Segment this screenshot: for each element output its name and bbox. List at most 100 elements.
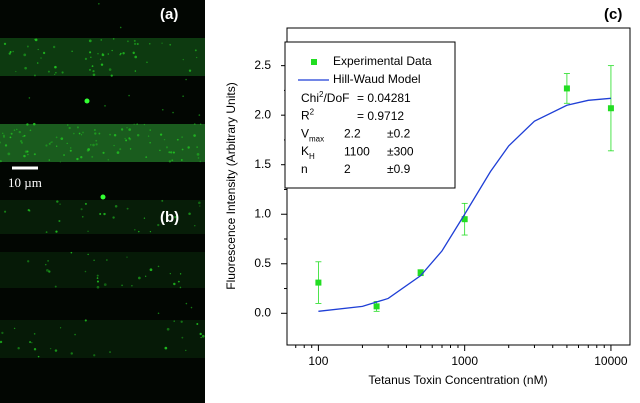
speckle: [198, 201, 201, 205]
speckle: [126, 256, 128, 258]
stat-error: ±0.2: [387, 127, 411, 141]
speckle: [134, 55, 138, 59]
speckle: [114, 204, 118, 208]
speckle: [58, 220, 61, 223]
data-point: [373, 303, 380, 310]
speckle: [119, 26, 122, 29]
speckle: [60, 137, 64, 141]
speckle: [87, 148, 91, 151]
stat-value: = 0.04281: [357, 91, 411, 105]
speckle: [48, 270, 51, 273]
speckle: [17, 347, 20, 350]
speckle: [26, 45, 29, 48]
speckle: [45, 144, 48, 147]
panel-label: (b): [160, 209, 179, 226]
speckle: [87, 230, 89, 233]
speckle: [76, 157, 79, 161]
speckle: [54, 65, 57, 69]
speckle: [13, 327, 16, 330]
speckle: [201, 334, 205, 338]
speckle: [107, 159, 109, 161]
stat-value: = 0.9712: [357, 109, 404, 123]
data-point: [607, 105, 614, 112]
speckle: [76, 126, 79, 129]
speckle: [88, 39, 92, 43]
speckle: [185, 302, 188, 305]
speckle: [16, 128, 18, 131]
speckle: [69, 149, 72, 152]
speckle: [67, 124, 69, 126]
y-tick-label: 1.0: [254, 206, 271, 220]
speckle: [29, 341, 32, 344]
speckle: [52, 45, 56, 49]
channel-band: [0, 124, 205, 162]
speckle: [119, 54, 121, 56]
y-tick-label: 2.0: [254, 107, 271, 121]
speckle: [61, 71, 64, 74]
speckle: [33, 153, 36, 156]
speckle: [134, 70, 137, 72]
speckle: [47, 259, 49, 262]
speckle: [173, 282, 176, 286]
speckle: [55, 136, 58, 139]
stat-value: 2: [344, 162, 351, 176]
stat-sub: H: [309, 152, 315, 161]
speckle: [80, 208, 83, 211]
speckle: [181, 148, 184, 151]
speckle: [116, 151, 120, 154]
speckle: [48, 142, 51, 145]
speckle: [48, 159, 51, 161]
speckle: [133, 39, 136, 42]
legend-marker: [311, 59, 317, 65]
speckle: [200, 123, 202, 125]
speckle: [54, 73, 56, 75]
speckle: [24, 66, 27, 70]
speckle: [149, 268, 153, 272]
speckle: [161, 42, 163, 44]
data-point: [417, 269, 424, 276]
speckle: [90, 144, 92, 146]
speckle: [0, 141, 1, 144]
legend-label: Experimental Data: [333, 54, 432, 68]
speckle: [92, 73, 96, 77]
speckle: [28, 210, 31, 212]
speckle: [93, 128, 96, 131]
speckle: [4, 144, 8, 147]
speckle: [78, 132, 81, 135]
stat-sup: 2: [310, 107, 315, 116]
speckle: [129, 148, 132, 150]
speckle: [33, 38, 36, 41]
speckle: [45, 263, 47, 266]
speckle: [181, 336, 184, 339]
speckle: [113, 133, 117, 137]
speckle: [84, 319, 87, 322]
speckle: [197, 157, 200, 159]
speckle: [136, 42, 139, 46]
speckle: [138, 276, 141, 280]
speckle: [162, 222, 164, 225]
stat-value: 2.2: [344, 127, 361, 141]
speckle: [81, 215, 84, 218]
speckle: [173, 320, 175, 322]
speckle: [63, 154, 66, 157]
speckle: [45, 231, 48, 234]
speckle: [86, 149, 90, 152]
legend-label: Hill-Waud Model: [333, 72, 421, 86]
speckle: [71, 50, 73, 52]
speckle: [68, 126, 71, 130]
speckle: [200, 336, 202, 339]
speckle: [55, 230, 58, 233]
stat-label: R2: [301, 107, 315, 123]
y-tick-label: 0.5: [254, 256, 271, 270]
speckle: [157, 223, 160, 227]
speckle: [26, 123, 29, 126]
speckle: [55, 145, 58, 147]
speckle: [84, 270, 87, 273]
speckle: [98, 132, 101, 135]
speckle: [120, 128, 124, 131]
speckle: [47, 70, 50, 73]
speckle: [110, 74, 113, 77]
speckle: [196, 146, 199, 149]
speckle: [128, 94, 130, 97]
